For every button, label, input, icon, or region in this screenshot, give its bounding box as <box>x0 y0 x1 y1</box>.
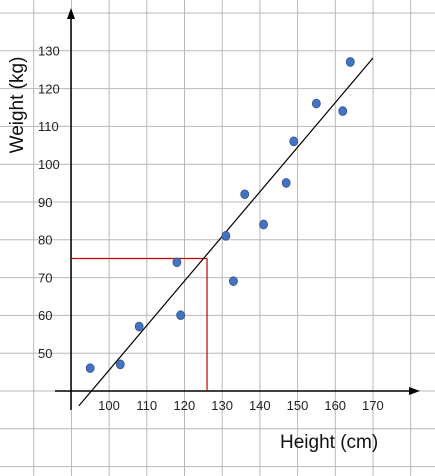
data-point <box>311 98 321 109</box>
x-tick-label: 120 <box>174 398 196 413</box>
data-point <box>221 231 231 241</box>
y-tick-label: 120 <box>38 81 60 96</box>
data-point <box>289 136 299 147</box>
x-axis-title: Height (cm) <box>280 432 378 453</box>
x-tick-label: 110 <box>136 398 157 413</box>
data-point <box>229 276 238 286</box>
y-axis-arrow <box>67 8 75 19</box>
y-tick-label: 70 <box>38 270 52 285</box>
y-tick-label: 80 <box>38 233 52 248</box>
data-point <box>281 178 291 188</box>
data-point <box>338 106 348 116</box>
y-tick-label: 100 <box>38 157 60 172</box>
x-tick-label: 100 <box>98 398 120 413</box>
y-tick-label: 50 <box>38 346 52 361</box>
tick-labels: 100 110 120 130 140 150 160 170 50 60 70 80 90 100 110… <box>38 44 384 413</box>
y-tick-label: 130 <box>38 44 60 59</box>
y-axis-title: Weight (kg) <box>7 57 28 154</box>
data-point <box>345 57 355 67</box>
x-tick-label: 150 <box>287 398 309 413</box>
data-point <box>172 257 182 268</box>
data-point <box>176 310 186 321</box>
axes <box>55 8 420 410</box>
data-point <box>240 189 250 200</box>
y-tick-label: 90 <box>38 195 52 210</box>
data-point <box>115 359 125 370</box>
x-tick-label: 130 <box>211 398 233 413</box>
data-point <box>85 363 95 373</box>
y-tick-label: 60 <box>38 308 52 323</box>
data-point <box>259 219 268 230</box>
reference-lines <box>71 257 208 391</box>
y-tick-label: 110 <box>38 119 59 134</box>
x-axis-arrow <box>409 387 420 395</box>
data-point <box>134 321 144 332</box>
data-points <box>85 57 355 373</box>
x-tick-label: 160 <box>324 398 346 413</box>
x-tick-label: 170 <box>362 398 384 413</box>
x-tick-label: 140 <box>249 398 271 413</box>
